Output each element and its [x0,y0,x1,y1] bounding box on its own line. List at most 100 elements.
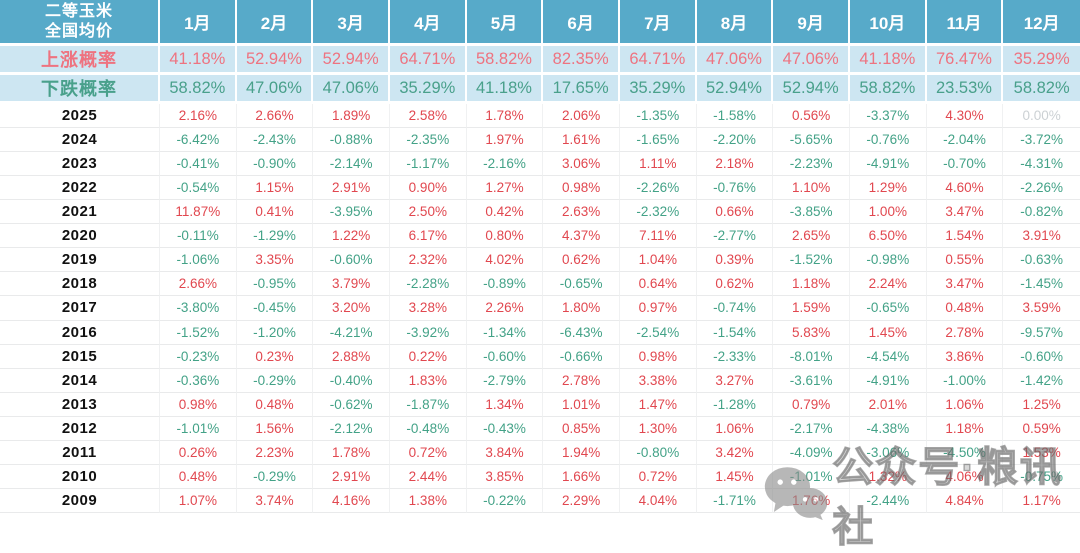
value-cell: -8.01% [773,344,850,369]
value-cell: -1.01% [160,416,237,441]
value-cell: -0.89% [466,272,544,297]
value-cell: 1.22% [313,224,390,249]
value-cell: 0.56% [773,104,850,129]
value-cell: 1.10% [773,176,850,201]
year-label: 2017 [0,296,160,321]
value-cell: 1.94% [543,440,620,465]
value-cell: 1.80% [543,296,620,321]
value-cell: -0.60% [466,344,544,369]
value-cell: -3.61% [773,368,850,393]
value-cell: -0.74% [696,296,774,321]
month-header: 7月 [619,0,697,46]
rise-probability-value: 52.94% [236,46,314,75]
value-cell: 2.58% [389,104,467,129]
value-cell: -2.32% [619,200,697,225]
year-label: 2009 [0,488,160,513]
rise-probability-value: 35.29% [1003,46,1080,75]
value-cell: 1.78% [313,440,390,465]
value-cell: 0.26% [160,440,237,465]
year-label: 2013 [0,392,160,417]
fall-probability-value: 58.82% [160,75,237,104]
value-cell: 1.97% [466,128,544,153]
value-cell: 4.02% [466,248,544,273]
value-cell: 0.90% [389,176,467,201]
value-cell: 4.60% [926,176,1004,201]
value-cell: -2.35% [389,128,467,153]
value-cell: -0.45% [236,296,314,321]
year-label: 2018 [0,272,160,297]
value-cell: -0.48% [389,416,467,441]
month-header: 9月 [773,0,850,46]
value-cell: 0.00% [1003,104,1080,129]
year-label: 2024 [0,128,160,153]
value-cell: -1.54% [696,320,774,345]
fall-probability-value: 23.53% [926,75,1004,104]
value-cell: -2.23% [773,152,850,177]
value-cell: -2.44% [849,488,927,513]
month-header: 3月 [313,0,390,46]
value-cell: 2.91% [313,176,390,201]
value-cell: -2.20% [696,128,774,153]
value-cell: 1.61% [543,128,620,153]
value-cell: -9.57% [1003,320,1080,345]
value-cell: 2.29% [543,488,620,513]
rise-probability-value: 64.71% [389,46,467,75]
value-cell: 2.32% [389,248,467,273]
value-cell: 2.88% [313,344,390,369]
value-cell: -1.29% [236,224,314,249]
value-cell: -0.76% [849,128,927,153]
value-cell: 5.83% [773,320,850,345]
value-cell: 4.37% [543,224,620,249]
value-cell: 4.04% [619,488,697,513]
value-cell: -1.35% [619,104,697,129]
value-cell: 0.55% [926,248,1004,273]
value-cell: -1.00% [926,368,1004,393]
value-cell: 0.48% [926,296,1004,321]
fall-probability-label: 下跌概率 [0,75,160,104]
value-cell: 0.80% [466,224,544,249]
value-cell: -3.80% [160,296,237,321]
value-cell: 2.16% [160,104,237,129]
value-cell: -4.09% [773,440,850,465]
rise-probability-value: 82.35% [543,46,620,75]
value-cell: -0.80% [619,440,697,465]
value-cell: -0.65% [543,272,620,297]
value-cell: 1.11% [619,152,697,177]
rise-probability-value: 41.18% [160,46,237,75]
month-header: 8月 [696,0,774,46]
value-cell: -0.22% [466,488,544,513]
value-cell: -0.65% [849,296,927,321]
value-cell: 1.76% [773,488,850,513]
value-cell: -2.14% [313,152,390,177]
value-cell: 1.56% [236,416,314,441]
value-cell: 0.79% [773,392,850,417]
value-cell: -4.31% [1003,152,1080,177]
value-cell: 0.59% [1003,416,1080,441]
value-cell: -3.92% [389,320,467,345]
value-cell: -3.06% [849,440,927,465]
value-cell: 1.18% [926,416,1004,441]
corn-price-table: 二等玉米 全国均价 1月 2月 3月 4月 5月 6月 7月 8月 9月 10月 11月 12月 上涨概… [0,0,1080,513]
value-cell: 1.04% [619,248,697,273]
value-cell: -0.60% [1003,344,1080,369]
value-cell: -2.33% [696,344,774,369]
value-cell: 1.59% [773,296,850,321]
value-cell: 0.85% [543,416,620,441]
rise-probability-value: 76.47% [926,46,1004,75]
value-cell: 0.48% [160,464,237,489]
fall-probability-value: 47.06% [236,75,314,104]
value-cell: -0.11% [160,224,237,249]
value-cell: -0.82% [1003,200,1080,225]
value-cell: 3.59% [1003,296,1080,321]
year-label: 2021 [0,200,160,225]
rise-probability-value: 52.94% [313,46,390,75]
fall-probability-value: 17.65% [543,75,620,104]
value-cell: -0.43% [466,416,544,441]
value-cell: -2.28% [389,272,467,297]
value-cell: -0.36% [160,368,237,393]
value-cell: 1.29% [849,176,927,201]
value-cell: -2.77% [696,224,774,249]
value-cell: -1.87% [389,392,467,417]
value-cell: 1.78% [466,104,544,129]
value-cell: 1.89% [313,104,390,129]
